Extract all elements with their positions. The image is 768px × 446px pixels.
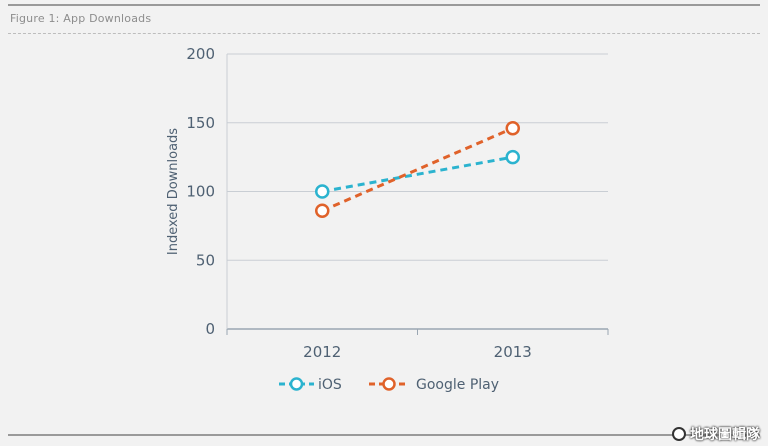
y-tick-label: 50 xyxy=(196,251,215,269)
figure-title: Figure 1: App Downloads xyxy=(10,12,152,25)
series-line-ios xyxy=(321,155,514,193)
x-tick-label: 2013 xyxy=(494,343,532,361)
data-point xyxy=(315,184,330,199)
watermark: 地球圖輯隊 xyxy=(672,424,760,444)
globe-logo-icon xyxy=(672,427,686,441)
y-axis-label: Indexed Downloads xyxy=(166,128,181,255)
dashed-divider xyxy=(8,33,760,34)
bottom-rule xyxy=(8,434,760,436)
legend-swatch-marker xyxy=(382,377,396,391)
data-point xyxy=(315,203,330,218)
y-tick-label: 100 xyxy=(186,183,215,201)
y-tick-label: 200 xyxy=(186,45,215,63)
data-point xyxy=(505,149,520,165)
y-tick-label: 150 xyxy=(186,114,215,132)
x-tick-label: 2012 xyxy=(303,343,341,361)
legend-swatch-marker xyxy=(289,377,304,391)
data-point xyxy=(505,121,520,136)
top-rule xyxy=(8,4,760,6)
legend-label: iOS xyxy=(318,377,342,393)
watermark-text: 地球圖輯隊 xyxy=(690,427,760,443)
legend-label: Google Play xyxy=(416,377,499,393)
series-line-google-play xyxy=(321,126,514,213)
y-tick-label: 0 xyxy=(205,320,215,338)
